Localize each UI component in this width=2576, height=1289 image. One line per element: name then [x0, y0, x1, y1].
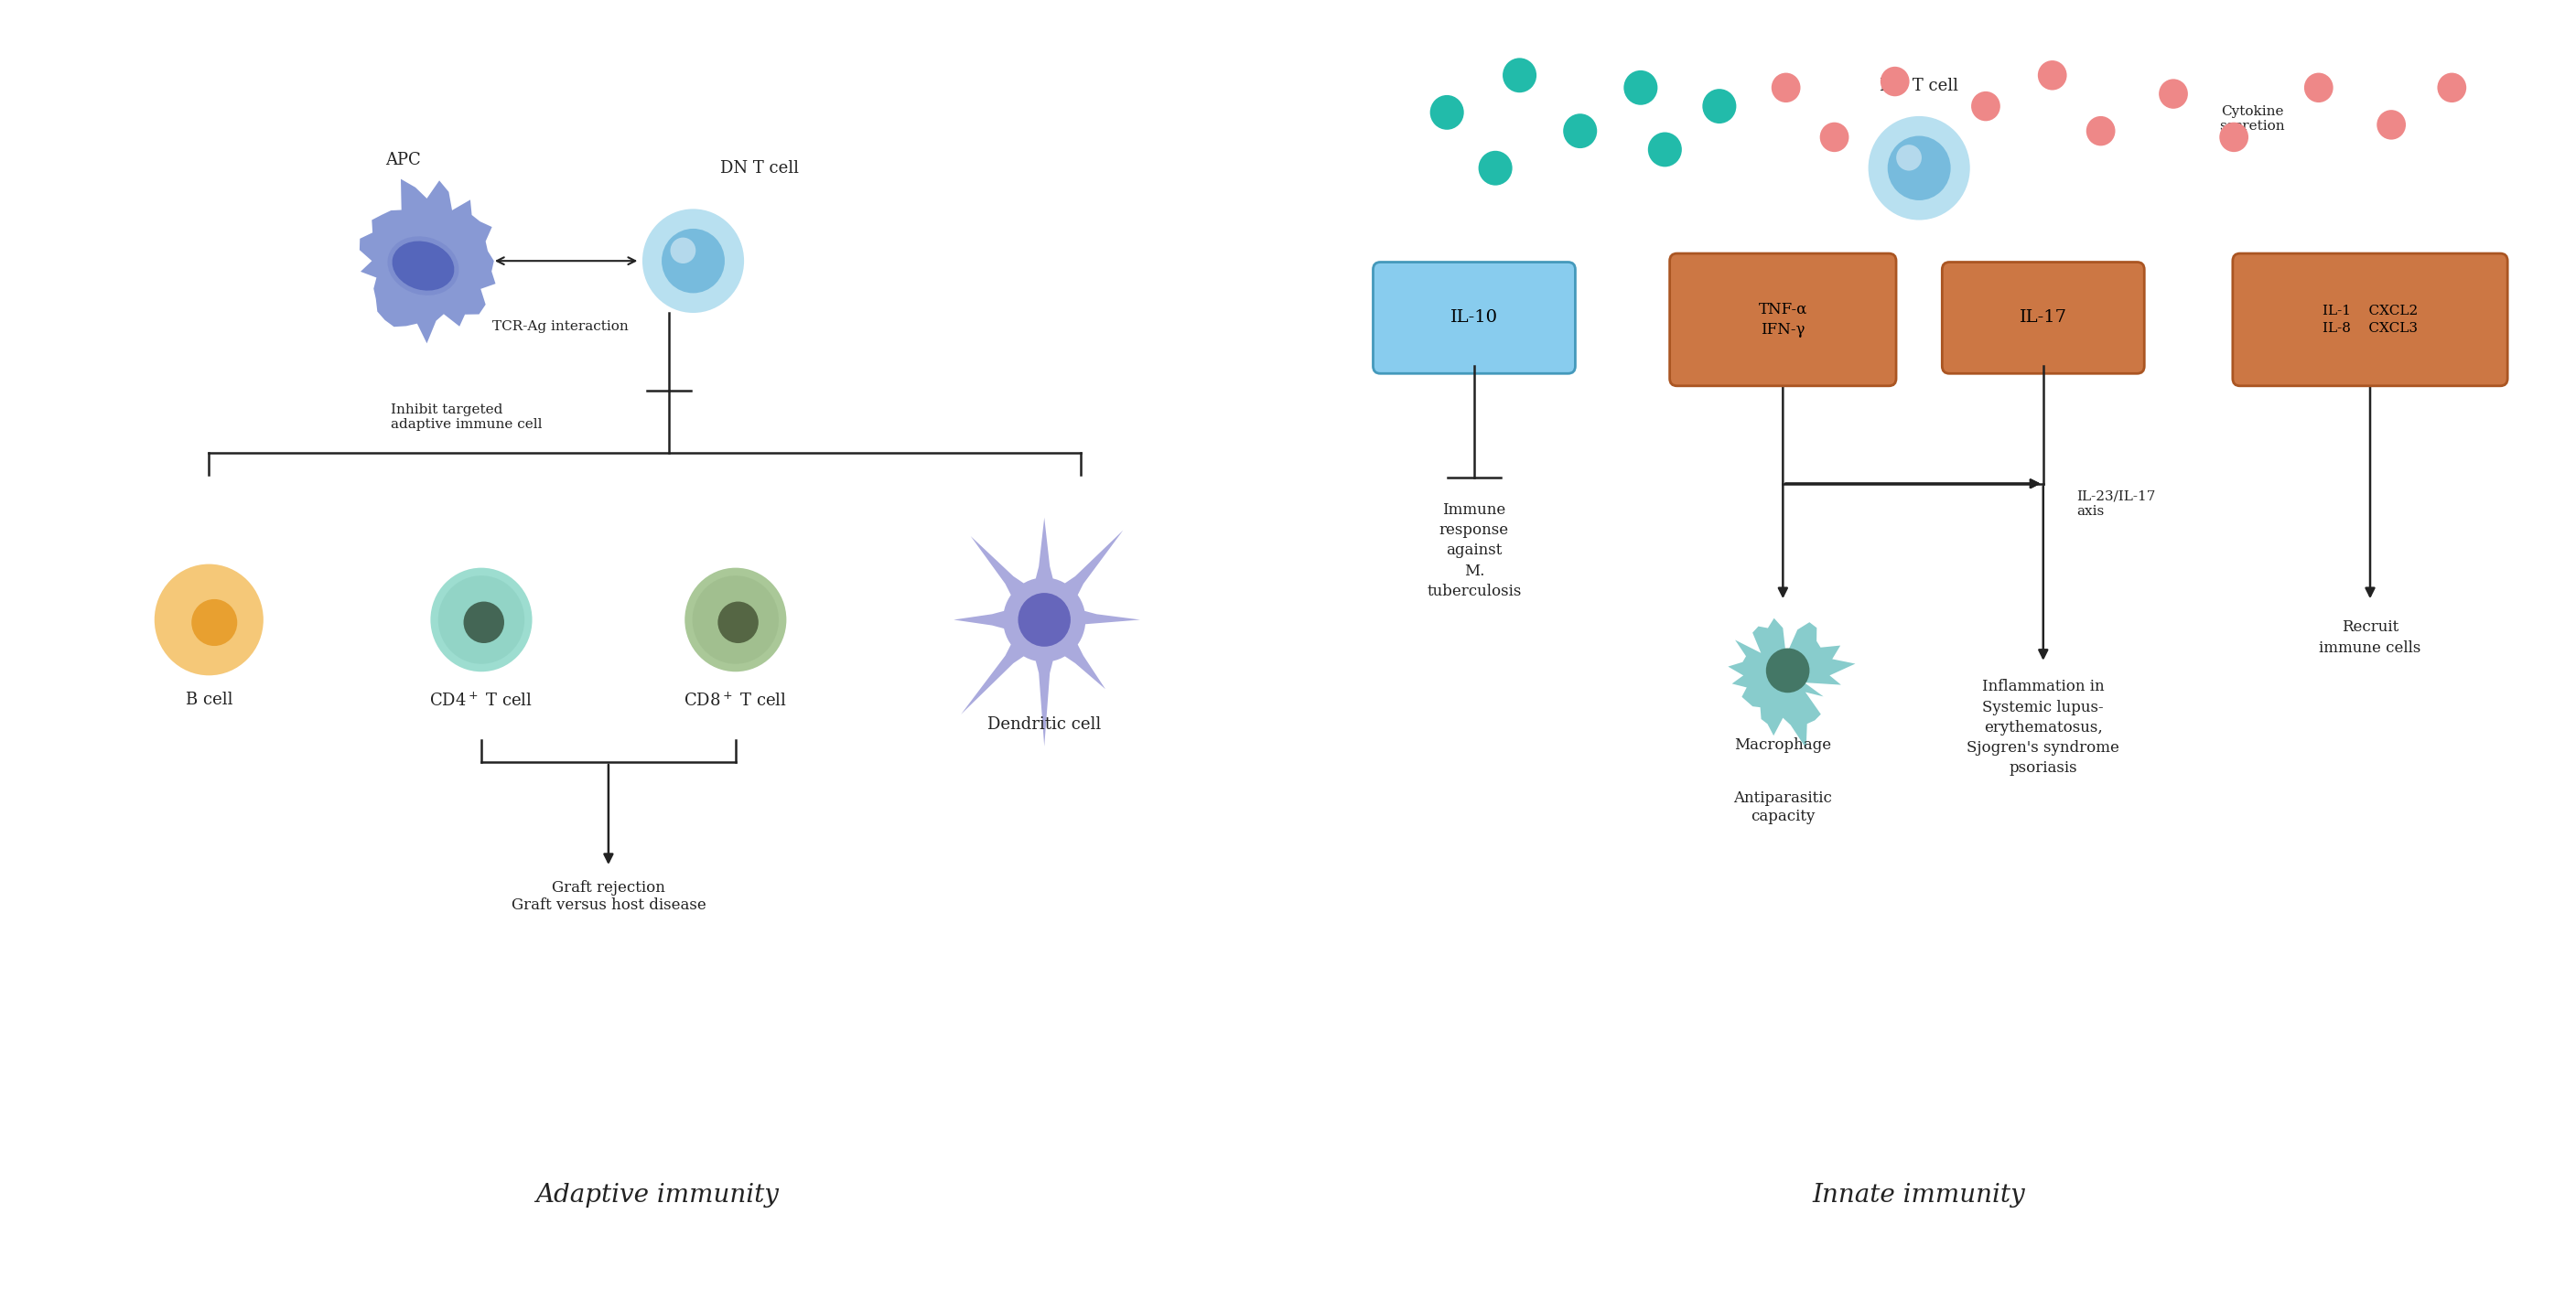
- Circle shape: [1018, 593, 1072, 647]
- Circle shape: [1623, 71, 1656, 104]
- FancyBboxPatch shape: [2233, 254, 2506, 385]
- Text: IL-23/IL-17
axis: IL-23/IL-17 axis: [2076, 490, 2156, 517]
- Circle shape: [1819, 122, 1850, 152]
- Circle shape: [1502, 58, 1535, 93]
- Circle shape: [430, 567, 533, 672]
- Circle shape: [670, 237, 696, 263]
- Text: Dendritic cell: Dendritic cell: [987, 717, 1100, 732]
- Circle shape: [1772, 72, 1801, 103]
- Text: Graft rejection
Graft versus host disease: Graft rejection Graft versus host diseas…: [510, 879, 706, 913]
- Circle shape: [2378, 110, 2406, 139]
- Ellipse shape: [386, 236, 459, 295]
- Text: Recruit
immune cells: Recruit immune cells: [2318, 620, 2421, 656]
- Text: DN T cell: DN T cell: [721, 160, 799, 177]
- Circle shape: [2038, 61, 2066, 90]
- Text: Cytokine
secretion: Cytokine secretion: [2221, 104, 2285, 133]
- Text: Macrophage: Macrophage: [1734, 737, 1832, 753]
- Circle shape: [1649, 133, 1682, 166]
- Circle shape: [693, 576, 778, 664]
- Circle shape: [2159, 79, 2187, 108]
- Text: Immune
response
against
M.
tuberculosis: Immune response against M. tuberculosis: [1427, 503, 1522, 599]
- Circle shape: [1888, 135, 1950, 200]
- Circle shape: [1767, 648, 1808, 692]
- Text: IL-1    CXCL2
IL-8    CXCL3: IL-1 CXCL2 IL-8 CXCL3: [2324, 304, 2419, 335]
- Text: TCR-Ag interaction: TCR-Ag interaction: [492, 320, 629, 333]
- FancyBboxPatch shape: [1942, 262, 2143, 374]
- Circle shape: [1880, 67, 1909, 97]
- Circle shape: [2087, 116, 2115, 146]
- Circle shape: [1479, 151, 1512, 186]
- Text: Innate immunity: Innate immunity: [1814, 1183, 2025, 1208]
- Polygon shape: [361, 179, 495, 343]
- Text: CD4$^+$ T cell: CD4$^+$ T cell: [430, 691, 533, 709]
- Circle shape: [1564, 113, 1597, 148]
- Polygon shape: [953, 518, 1141, 746]
- Circle shape: [719, 602, 757, 643]
- Text: DN T cell: DN T cell: [1880, 77, 1958, 94]
- Circle shape: [155, 565, 263, 675]
- FancyBboxPatch shape: [1669, 254, 1896, 385]
- Circle shape: [464, 602, 505, 643]
- Text: CD8$^+$ T cell: CD8$^+$ T cell: [683, 691, 788, 709]
- Circle shape: [641, 209, 744, 313]
- Text: IL-10: IL-10: [1450, 309, 1499, 326]
- Circle shape: [1868, 116, 1971, 220]
- Circle shape: [662, 228, 724, 293]
- Text: APC: APC: [384, 152, 420, 168]
- FancyBboxPatch shape: [1373, 262, 1577, 374]
- Circle shape: [2221, 122, 2249, 152]
- Circle shape: [438, 576, 526, 664]
- Circle shape: [2437, 72, 2465, 103]
- Text: Antiparasitic
capacity: Antiparasitic capacity: [1734, 790, 1832, 824]
- Circle shape: [1703, 89, 1736, 124]
- Text: B cell: B cell: [185, 691, 232, 708]
- Circle shape: [685, 567, 786, 672]
- Circle shape: [1896, 144, 1922, 170]
- Circle shape: [2303, 72, 2334, 103]
- Text: TNF-α
IFN-γ: TNF-α IFN-γ: [1759, 302, 1808, 338]
- Ellipse shape: [392, 241, 453, 290]
- Text: Inflammation in
Systemic lupus-
erythematosus,
Sjogren's syndrome
psoriasis: Inflammation in Systemic lupus- erythema…: [1968, 679, 2120, 776]
- Polygon shape: [1728, 619, 1855, 749]
- Circle shape: [191, 599, 237, 646]
- Text: Adaptive immunity: Adaptive immunity: [536, 1183, 778, 1208]
- Text: Inhibit targeted
adaptive immune cell: Inhibit targeted adaptive immune cell: [392, 403, 541, 431]
- Circle shape: [1430, 95, 1463, 130]
- Circle shape: [1971, 92, 1999, 121]
- Text: IL-17: IL-17: [2020, 309, 2066, 326]
